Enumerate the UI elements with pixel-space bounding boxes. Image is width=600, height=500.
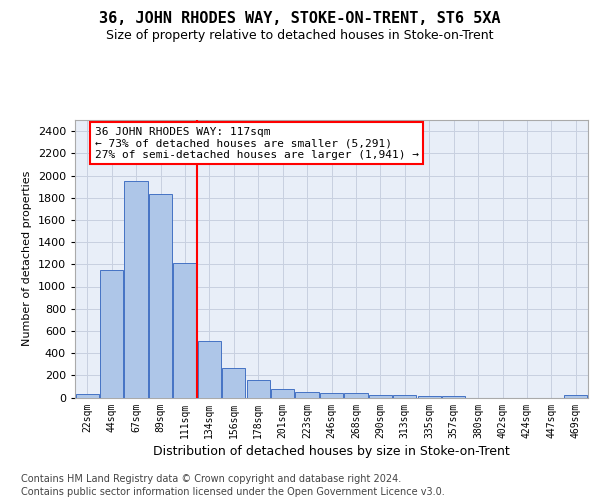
Bar [198,341,221,398]
Bar [393,394,416,398]
Y-axis label: Number of detached properties: Number of detached properties [22,171,32,346]
Bar [564,396,587,398]
X-axis label: Distribution of detached houses by size in Stoke-on-Trent: Distribution of detached houses by size … [153,444,510,458]
Bar [418,396,441,398]
Bar [247,380,270,398]
Text: Size of property relative to detached houses in Stoke-on-Trent: Size of property relative to detached ho… [106,29,494,42]
Bar [149,194,172,398]
Bar [369,396,392,398]
Bar [442,396,465,398]
Bar [124,181,148,398]
Text: 36 JOHN RHODES WAY: 117sqm
← 73% of detached houses are smaller (5,291)
27% of s: 36 JOHN RHODES WAY: 117sqm ← 73% of deta… [95,126,419,160]
Text: 36, JOHN RHODES WAY, STOKE-ON-TRENT, ST6 5XA: 36, JOHN RHODES WAY, STOKE-ON-TRENT, ST6… [99,11,501,26]
Text: Contains HM Land Registry data © Crown copyright and database right 2024.: Contains HM Land Registry data © Crown c… [21,474,401,484]
Bar [271,388,294,398]
Bar [76,394,99,398]
Bar [100,270,123,398]
Bar [173,263,197,398]
Bar [295,392,319,398]
Bar [320,392,343,398]
Bar [222,368,245,398]
Text: Contains public sector information licensed under the Open Government Licence v3: Contains public sector information licen… [21,487,445,497]
Bar [344,393,368,398]
